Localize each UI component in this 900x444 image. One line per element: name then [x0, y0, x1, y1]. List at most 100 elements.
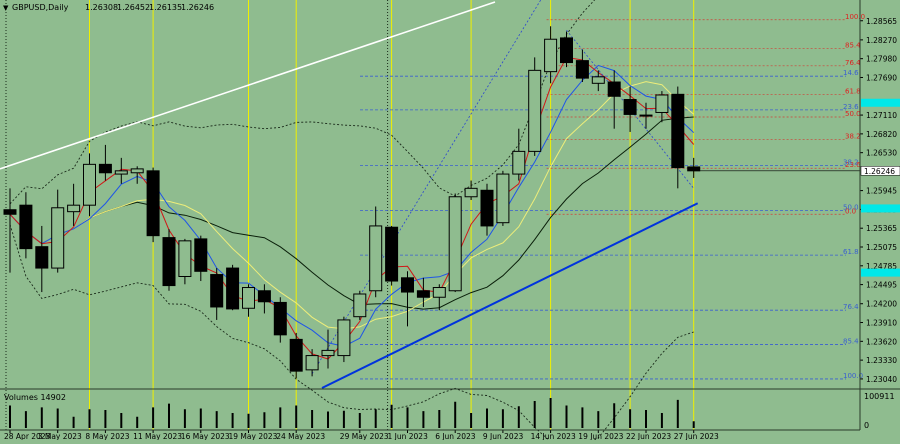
bear-candle [401, 277, 414, 293]
date-tick-label: 29 May 2023 [340, 432, 389, 440]
bull-candle [464, 187, 478, 198]
price-tick-label: 1.27980 [866, 55, 897, 64]
bear-candle [162, 237, 176, 287]
bear-candle [480, 189, 494, 227]
price-tick-label: 1.26530 [866, 149, 897, 158]
fib-level-label: 100.0 [845, 13, 865, 21]
volume-scale-top: 100911 [864, 392, 895, 401]
upper-trendline [0, 1, 496, 170]
price-tick-label: 1.27690 [866, 73, 897, 82]
date-tick-label: 16 May 2023 [181, 432, 230, 440]
current-price-box [860, 166, 900, 176]
bear-candle [210, 274, 224, 308]
price-tick-label: 1.23910 [866, 319, 897, 328]
bear-candle [35, 246, 49, 269]
date-tick-label: 28 Apr 2023 [4, 432, 51, 440]
current-price-label: 1.26246 [864, 167, 895, 176]
high-value: 1.26452 [117, 3, 150, 12]
bull-candle [353, 293, 367, 318]
bull-candle [67, 204, 81, 213]
bear-candle [385, 226, 399, 282]
bull-candle [496, 173, 510, 224]
price-tick-label: 1.25945 [866, 187, 897, 196]
price-tick-label: 1.25365 [866, 224, 897, 233]
moving-average-fast-line [9, 64, 695, 347]
price-highlight-marker [861, 204, 900, 213]
bollinger-lower-band [9, 224, 694, 444]
date-tick-label: 19 Jun 2023 [578, 432, 623, 440]
volume-scale-bottom: 0 [864, 421, 869, 430]
bull-candle [321, 349, 335, 357]
price-tick-label: 1.24495 [866, 281, 897, 290]
bear-candle [194, 238, 208, 272]
support-trendline [321, 202, 699, 389]
price-tick-label: 1.23330 [866, 356, 897, 365]
bull-candle [114, 170, 128, 175]
price-tick-label: 1.24200 [866, 300, 897, 309]
volume-label: Volumes 14902 [4, 393, 66, 402]
price-tick-label: 1.23620 [866, 337, 897, 346]
bull-candle [337, 319, 351, 357]
bull-candle [544, 38, 558, 73]
price-tick-label: 1.24785 [866, 262, 897, 271]
bear-candle [560, 37, 573, 64]
bear-candle [416, 290, 430, 298]
bull-candle [512, 150, 526, 175]
bull-candle [528, 69, 542, 152]
fib-level-label: 61.8 [845, 87, 861, 95]
fib-level-label: 76.4 [845, 59, 861, 67]
bear-candle [226, 267, 240, 310]
date-tick-label: 6 Jun 2023 [435, 432, 476, 440]
bull-candle [591, 76, 605, 84]
price-highlight-marker [861, 268, 900, 277]
bull-candle [130, 168, 144, 174]
bear-candle [687, 166, 701, 172]
fib-level-label: 50.0 [843, 203, 859, 211]
price-tick-label: 1.23040 [866, 375, 897, 384]
low-value: 1.26135 [149, 3, 182, 12]
bear-candle [146, 170, 160, 237]
price-tick-label: 1.25075 [866, 243, 897, 252]
fib-level-label: 61.8 [843, 248, 859, 256]
bull-candle [83, 163, 96, 206]
bull-candle [639, 114, 653, 117]
date-tick-label: 1 Jun 2023 [388, 432, 429, 440]
fib-level-label: 38.2 [845, 133, 861, 141]
bear-candle [3, 209, 17, 215]
dropdown-icon[interactable]: ▼ [3, 4, 9, 12]
bull-candle [305, 355, 319, 371]
bull-candle [178, 240, 192, 277]
moving-average-mid-line [9, 81, 695, 330]
date-tick-label: 27 Jun 2023 [674, 432, 719, 440]
bear-candle [289, 338, 303, 372]
fib-level-label: 85.4 [843, 338, 859, 346]
fib-level-label: 76.4 [843, 303, 859, 311]
bear-candle [623, 99, 637, 115]
fib-level-label: 23.6 [845, 161, 861, 169]
fib-level-label: 50.0 [845, 110, 861, 118]
bear-candle [257, 290, 271, 303]
bear-candle [273, 301, 287, 336]
bull-candle [369, 225, 383, 292]
open-value: 1.26308 [85, 3, 118, 12]
symbol-label: GBPUSD,Daily [12, 3, 69, 12]
date-tick-label: 11 May 2023 [133, 432, 182, 440]
price-tick-label: 1.28270 [866, 36, 897, 45]
bear-candle [671, 93, 685, 169]
date-tick-label: 9 Jun 2023 [483, 432, 524, 440]
date-tick-label: 19 May 2023 [229, 432, 278, 440]
price-tick-label: 1.27110 [866, 111, 897, 120]
bull-candle [51, 207, 65, 269]
bull-candle [448, 196, 462, 292]
fib-base-line [311, 0, 542, 374]
chart-header: ▼ GBPUSD,Daily 1.26308 1.26452 1.26135 1… [3, 3, 214, 12]
fib-level-label: 38.2 [843, 159, 859, 167]
date-tick-label: 8 May 2023 [85, 432, 129, 440]
date-tick-label: 22 Jun 2023 [626, 432, 671, 440]
fib-level-label: 100.0 [843, 372, 863, 380]
fib-level-label: 0.0 [845, 207, 856, 215]
date-tick-label: 3 May 2023 [38, 432, 82, 440]
price-tick-label: 1.28565 [866, 17, 897, 26]
